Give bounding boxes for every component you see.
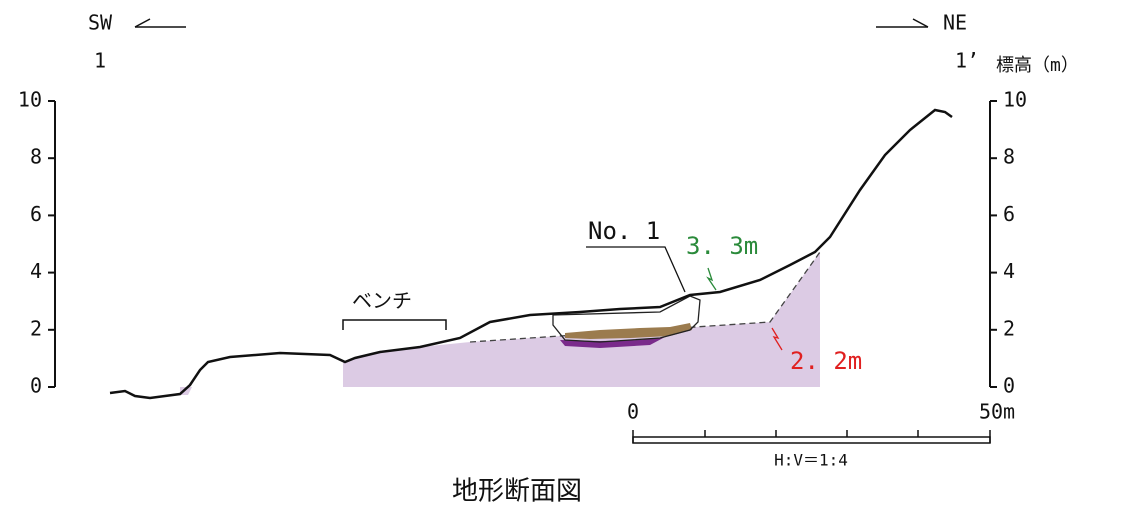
- scale-start: 0: [627, 400, 639, 424]
- direction-ne: NE: [943, 11, 967, 35]
- bench-bracket: [343, 320, 446, 330]
- bench-label: ベンチ: [352, 289, 412, 313]
- tick-label: 8: [30, 145, 42, 169]
- leader: [586, 247, 685, 292]
- tick-label: 0: [30, 374, 42, 398]
- tick-label: 6: [30, 202, 42, 226]
- tick-label: 4: [1003, 259, 1015, 283]
- tick-label: 2: [1003, 316, 1015, 340]
- tick-label: 0: [1003, 374, 1015, 398]
- block-label: No. 1: [588, 217, 660, 245]
- scale-bar: [633, 437, 990, 443]
- arrow: [135, 19, 150, 27]
- arrow: [913, 19, 928, 27]
- scale-ratio: H:V＝1:4: [774, 451, 848, 470]
- red-label: 2. 2m: [790, 347, 862, 375]
- green-label: 3. 3m: [686, 232, 758, 260]
- tick-label: 2: [30, 316, 42, 340]
- cross-section: 0 0 2 2 4 4 6 6 8 8 10 10 SW NE 1 1’ 標高（m） ベンチ No. …: [0, 0, 1135, 512]
- title: 地形断面図: [452, 477, 582, 507]
- point-label: 1’: [955, 49, 979, 73]
- tick-label: 10: [18, 88, 42, 112]
- tick-label: 8: [1003, 145, 1015, 169]
- axis-label: 標高（m）: [996, 55, 1079, 76]
- tick-label: 10: [1003, 88, 1027, 112]
- green-mark: [708, 268, 716, 290]
- tick-label: 6: [1003, 202, 1015, 226]
- scale-end: 50m: [979, 400, 1015, 424]
- direction-sw: SW: [88, 11, 113, 35]
- point-label: 1: [94, 49, 106, 73]
- tick-label: 4: [30, 259, 42, 283]
